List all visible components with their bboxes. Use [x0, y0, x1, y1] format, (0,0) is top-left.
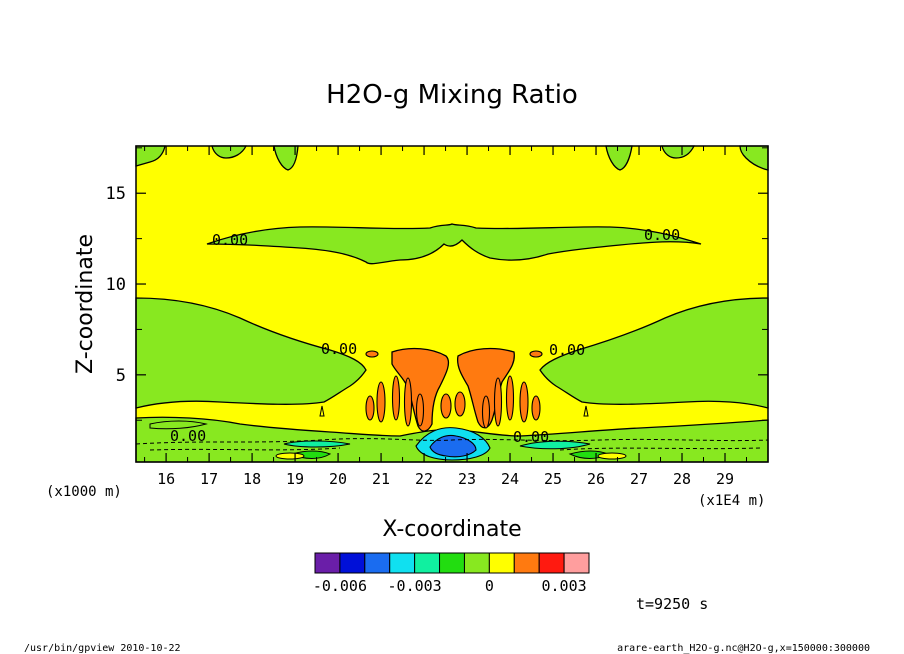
x-tick-label: 20	[329, 470, 347, 488]
colorbar-tick-label: -0.003	[388, 577, 442, 595]
field-background	[136, 146, 768, 462]
colorbar-tick-label: -0.006	[313, 577, 367, 595]
contour-labels: 0.00 0.00 0.00 0.00 0.00 0.00	[170, 226, 680, 446]
orange-streaks	[365, 350, 543, 429]
upper-green-band	[206, 223, 702, 265]
colorbar-swatch	[414, 552, 441, 574]
contour-label: 0.00	[321, 340, 357, 358]
right-green-region	[539, 297, 769, 409]
teal-patch-right	[519, 440, 591, 450]
dashed-contours-ground	[135, 438, 769, 445]
left-green-sliver	[149, 420, 208, 430]
y-tick-label: 15	[106, 184, 126, 204]
footer-left: /usr/bin/gpview 2010-10-22	[24, 643, 181, 654]
plot-area: 0.00 0.00 0.00 0.00 0.00 0.00	[135, 145, 769, 463]
x-tick-label: 21	[372, 470, 390, 488]
y-tick-label: 5	[116, 366, 126, 386]
orange-plume-right	[456, 347, 515, 429]
x-tick-label: 28	[673, 470, 691, 488]
top-green-d	[661, 145, 696, 159]
x-tick-label: 18	[243, 470, 261, 488]
colorbar-swatch	[314, 552, 341, 574]
x-tick-label: 23	[458, 470, 476, 488]
contour-label: 0.00	[212, 231, 248, 249]
top-green-c	[605, 145, 633, 171]
yellow-fingers	[275, 405, 627, 460]
x-tick-label: 17	[200, 470, 218, 488]
time-label: t=9250 s	[636, 595, 708, 613]
x-axis-label: X-coordinate	[382, 517, 521, 542]
x-tick-label: 27	[630, 470, 648, 488]
contour-label: 0.00	[513, 428, 549, 446]
colorbar-tick-label: 0.003	[542, 577, 587, 595]
blue-patch	[429, 434, 477, 458]
left-green-region	[135, 297, 367, 409]
y-axis-label: Z-coordinate	[73, 234, 98, 374]
x-tick-label: 25	[544, 470, 562, 488]
colorbar-swatch	[389, 552, 416, 574]
colorbar-ticks: -0.006 -0.003 0 0.003	[313, 577, 587, 595]
dashed-contours-ground-2	[149, 447, 761, 451]
colorbar-tick-label: 0	[485, 577, 494, 595]
x-tick-label: 24	[501, 470, 519, 488]
teal-patch-left	[283, 440, 351, 448]
top-green-right	[739, 145, 769, 171]
x-tick-label: 22	[415, 470, 433, 488]
x-units-left: (x1000 m)	[46, 484, 122, 500]
x-axis: 16 17 18 19 20 21 22 23 24 25 26 27 28 29	[144, 146, 748, 488]
colorbar	[314, 552, 590, 574]
y-axis: 5 10 15	[106, 147, 768, 421]
x-units-right: (x1E4 m)	[698, 493, 765, 509]
colorbar-swatch	[563, 552, 590, 574]
contour-label: 0.00	[644, 226, 680, 244]
contour-label: 0.00	[170, 427, 206, 445]
y-tick-label: 10	[106, 275, 126, 295]
footer-right: arare-earth_H2O-g.nc@H2O-g,x=150000:3000…	[617, 643, 870, 654]
colorbar-swatch	[339, 552, 366, 574]
plot-frame	[135, 145, 769, 463]
colorbar-swatch	[463, 552, 490, 574]
x-tick-label: 26	[587, 470, 605, 488]
colorbar-swatch	[439, 552, 465, 574]
top-green-b	[273, 145, 299, 171]
chart-title: H2O-g Mixing Ratio	[326, 80, 578, 110]
top-green-a	[211, 145, 248, 159]
colorbar-swatch	[364, 552, 391, 574]
colorbar-swatch	[488, 552, 515, 574]
x-tick-label: 29	[716, 470, 734, 488]
colorbar-swatch	[538, 552, 565, 574]
x-tick-label: 19	[286, 470, 304, 488]
colorbar-swatch	[513, 552, 540, 574]
x-tick-label: 16	[157, 470, 175, 488]
contour-label: 0.00	[549, 341, 585, 359]
